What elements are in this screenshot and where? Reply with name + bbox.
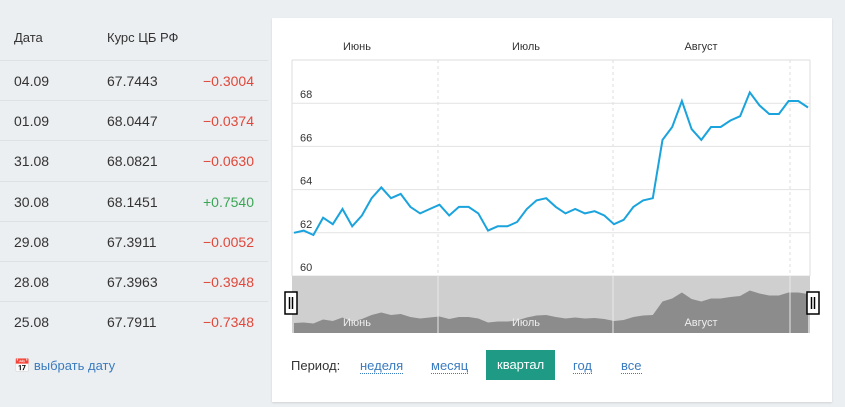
period-option[interactable]: неделя xyxy=(360,358,404,374)
table-row: 04.09 67.7443 −0.3004 xyxy=(0,60,268,101)
rate: 67.3963 xyxy=(107,274,158,290)
rate: 67.3911 xyxy=(107,233,157,250)
period-option[interactable]: месяц xyxy=(431,358,469,374)
period-option[interactable]: все xyxy=(621,358,642,374)
period-label: Период: xyxy=(291,358,341,373)
rate: 68.0447 xyxy=(107,113,158,130)
date: 30.08 xyxy=(14,193,50,210)
date: 01.09 xyxy=(14,113,50,130)
chart-panel xyxy=(272,18,832,402)
rate: 67.7443 xyxy=(107,73,158,89)
date: 29.08 xyxy=(14,233,50,250)
column-header: Дата xyxy=(14,30,43,45)
change: −0.3004 xyxy=(203,73,254,89)
date: 04.09 xyxy=(14,73,50,89)
date: 25.08 xyxy=(14,314,50,331)
table-row: 25.08 67.7911 −0.7348 xyxy=(0,301,268,342)
rate: 67.7911 xyxy=(107,314,157,331)
date: 31.08 xyxy=(14,153,50,170)
period-option[interactable]: квартал xyxy=(486,350,556,380)
table-row: 30.08 68.1451 +0.7540 xyxy=(0,180,268,222)
table-row: 28.08 67.3963 −0.3948 xyxy=(0,261,268,302)
date: 28.08 xyxy=(14,274,50,290)
pick-date-text[interactable]: выбрать дату xyxy=(33,358,116,373)
table-row: 29.08 67.3911 −0.0052 xyxy=(0,220,268,262)
column-header: Курс ЦБ РФ xyxy=(107,30,179,45)
change: −0.0052 xyxy=(203,233,254,250)
rate: 68.0821 xyxy=(107,153,158,170)
change: +0.7540 xyxy=(203,193,254,210)
table-row: 31.08 68.0821 −0.0630 xyxy=(0,140,268,181)
change: −0.3948 xyxy=(203,274,254,290)
change: −0.7348 xyxy=(203,314,254,331)
rate: 68.1451 xyxy=(107,193,158,210)
pick-date[interactable]: 📅 выбрать дату xyxy=(14,358,116,373)
table-row: 01.09 68.0447 −0.0374 xyxy=(0,100,268,141)
change: −0.0630 xyxy=(203,153,254,170)
period-option[interactable]: год xyxy=(573,358,592,374)
change: −0.0374 xyxy=(203,113,254,130)
